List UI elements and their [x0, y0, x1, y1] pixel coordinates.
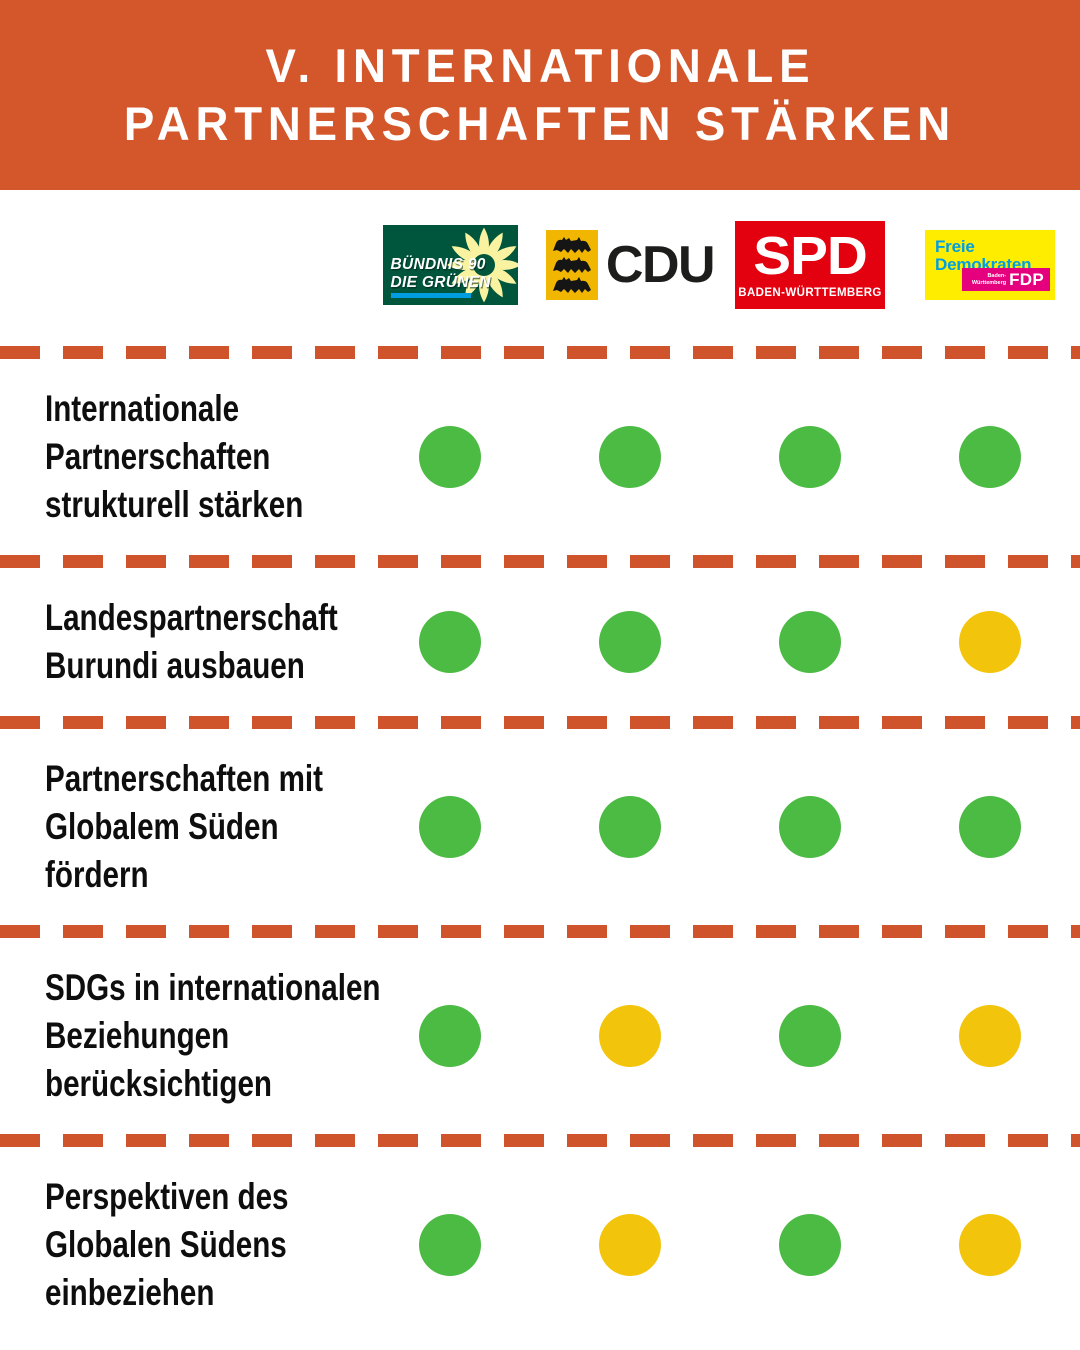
fdp-logo-line-1: Freie: [935, 237, 975, 256]
fdp-logo: Freie Demokraten Baden- Württemberg FDP: [925, 230, 1055, 300]
sunflower-icon: [446, 227, 518, 303]
row-label: Partnerschaften mit Globalem Süden fördern: [0, 755, 360, 899]
row-label-line: Internationale: [45, 388, 240, 429]
rating-dot-green: [779, 426, 841, 488]
row-label-line: strukturell stärken: [45, 484, 304, 525]
rating-dot-green: [419, 796, 481, 858]
rating-dot-green: [779, 611, 841, 673]
rating-cell: [900, 1214, 1080, 1276]
dashed-divider: [0, 346, 1080, 359]
rating-cell: [360, 426, 540, 488]
row-label: Perspektiven des Globalen Südens einbezieh…: [0, 1173, 360, 1317]
gruene-logo-text: BÜNDNIS 90 DIE GRÜNEN: [391, 256, 491, 291]
rating-dot-green: [599, 611, 661, 673]
fdp-badge-text: FDP: [1009, 269, 1044, 289]
spd-logo-text: SPD: [753, 226, 867, 287]
rating-cell: [900, 426, 1080, 488]
rating-dot-yellow: [959, 611, 1021, 673]
dashed-divider: [0, 555, 1080, 568]
row-label-line: Partnerschaften mit: [45, 758, 323, 799]
rating-cell: [540, 611, 720, 673]
page-title-line-2: PARTNERSCHAFTEN STÄRKEN: [123, 97, 957, 150]
spd-logo: SPD BADEN-WÜRTTEMBERG: [735, 221, 885, 309]
rating-cell: [900, 796, 1080, 858]
row-label-line: Burundi ausbauen: [45, 645, 305, 686]
rating-cell: [360, 611, 540, 673]
table-row: Internationale Partnerschaften strukturell…: [0, 359, 1080, 555]
rating-cell: [540, 1005, 720, 1067]
table-row: Partnerschaften mit Globalem Süden fördern: [0, 729, 1080, 925]
party-logos-row: BÜNDNIS 90 DIE GRÜNEN: [0, 220, 1080, 310]
gruene-blue-bar: [390, 293, 471, 298]
rating-dot-green: [599, 426, 661, 488]
rating-dot-yellow: [959, 1214, 1021, 1276]
rating-dot-green: [419, 611, 481, 673]
column-cdu: CDU: [540, 230, 720, 300]
table-row: Perspektiven des Globalen Südens einbezieh…: [0, 1147, 1080, 1343]
rating-dot-green: [779, 1214, 841, 1276]
rating-dot-yellow: [959, 1005, 1021, 1067]
row-label-line: Perspektiven des: [45, 1176, 289, 1217]
fdp-badge-region-line-2: Württemberg: [971, 279, 1007, 286]
rating-cell: [900, 611, 1080, 673]
rating-cell: [720, 426, 900, 488]
rating-cell: [900, 1005, 1080, 1067]
fdp-badge-region-line-1: Baden-: [987, 272, 1007, 279]
rating-dot-green: [419, 1214, 481, 1276]
row-label-line: Globalen Südens: [45, 1224, 287, 1265]
column-spd: SPD BADEN-WÜRTTEMBERG: [720, 221, 900, 309]
header-banner: V. INTERNATIONALE PARTNERSCHAFTEN STÄRKE…: [0, 0, 1080, 190]
rating-cell: [720, 1005, 900, 1067]
row-label-line: Landespartnerschaft: [45, 597, 338, 638]
dashed-divider: [0, 925, 1080, 938]
row-label: Internationale Partnerschaften strukturell…: [0, 385, 360, 529]
dashed-divider: [0, 1134, 1080, 1147]
rating-cell: [540, 1214, 720, 1276]
fdp-badge: Baden- Württemberg FDP: [961, 268, 1050, 291]
rating-dot-yellow: [599, 1005, 661, 1067]
row-label: Landespartnerschaft Burundi ausbauen: [0, 594, 360, 690]
column-fdp: Freie Demokraten Baden- Württemberg FDP: [900, 230, 1080, 300]
gruene-logo: BÜNDNIS 90 DIE GRÜNEN: [382, 225, 518, 305]
rating-cell: [360, 1214, 540, 1276]
cdu-logo: CDU: [545, 230, 716, 300]
rating-dot-green: [419, 426, 481, 488]
row-label-line: SDGs in internationalen: [45, 967, 381, 1008]
rating-dot-green: [599, 796, 661, 858]
rating-cell: [360, 796, 540, 858]
row-label: SDGs in internationalen Beziehungen berück…: [0, 964, 381, 1108]
rating-cell: [360, 1005, 540, 1067]
row-label-line: einbeziehen: [45, 1272, 215, 1313]
row-label-line: Beziehungen: [45, 1015, 230, 1056]
dashed-divider: [0, 716, 1080, 729]
fdp-badge-region: Baden- Württemberg: [972, 273, 1006, 286]
rating-cell: [720, 611, 900, 673]
gruene-logo-line-2: DIE GRÜNEN: [390, 273, 491, 291]
bw-coat-of-arms-icon: [545, 230, 598, 300]
cdu-logo-text: CDU: [605, 236, 716, 294]
row-label-line: Globalem Süden: [45, 806, 279, 847]
row-label-line: Partnerschaften: [45, 436, 271, 477]
gruene-logo-line-1: BÜNDNIS 90: [390, 256, 486, 274]
rating-cell: [540, 426, 720, 488]
rating-dot-yellow: [599, 1214, 661, 1276]
row-label-line: berücksichtigen: [45, 1063, 273, 1104]
rating-dot-green: [419, 1005, 481, 1067]
rating-cell: [720, 1214, 900, 1276]
rating-dot-green: [779, 1005, 841, 1067]
rating-dot-green: [959, 796, 1021, 858]
table-row: Landespartnerschaft Burundi ausbauen: [0, 568, 1080, 716]
column-gruene: BÜNDNIS 90 DIE GRÜNEN: [360, 225, 540, 305]
row-label-line: fördern: [45, 854, 149, 895]
page-title-line-1: V. INTERNATIONALE: [265, 38, 815, 92]
rating-cell: [720, 796, 900, 858]
rating-dot-green: [959, 426, 1021, 488]
rating-cell: [540, 796, 720, 858]
spd-logo-subtext: BADEN-WÜRTTEMBERG: [738, 286, 882, 299]
comparison-matrix: Internationale Partnerschaften strukturell…: [0, 346, 1080, 1343]
table-row: SDGs in internationalen Beziehungen berück…: [0, 938, 1080, 1134]
rating-dot-green: [779, 796, 841, 858]
